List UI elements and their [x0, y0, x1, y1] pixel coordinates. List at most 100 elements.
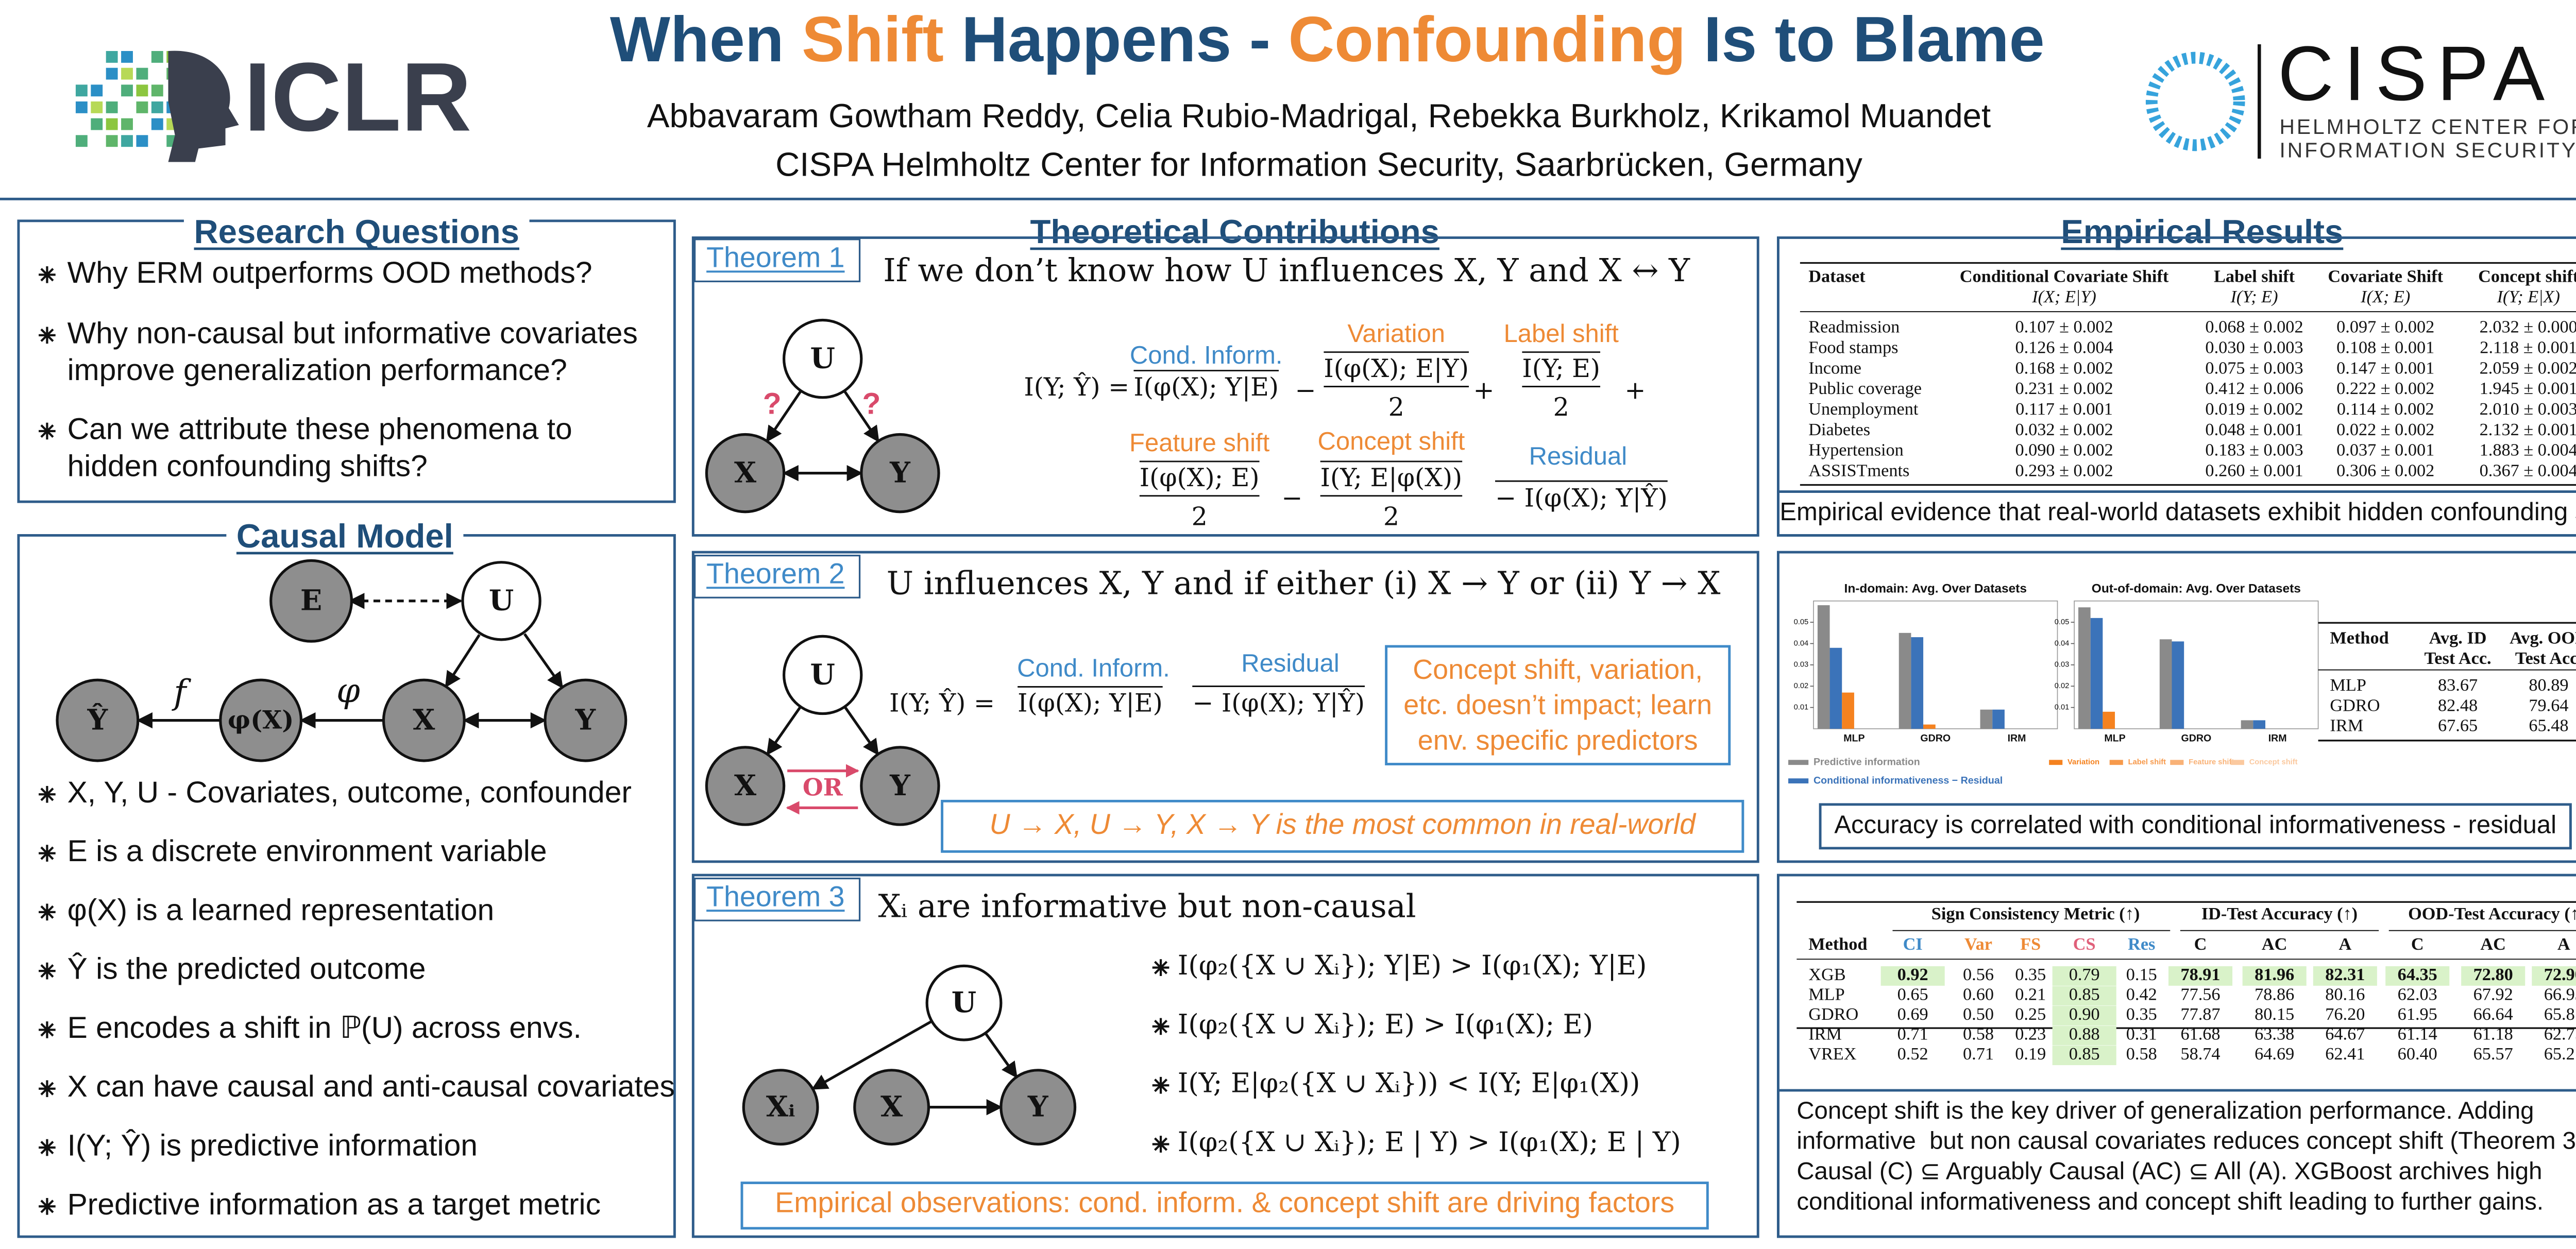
table-cell: 0.030 ± 0.003 — [2205, 338, 2303, 357]
inequality: I(Y; E|φ₂({X ∪ Xᵢ})) < I(Y; E|φ₁(X)) — [1178, 1068, 1640, 1099]
table-cell: 0.048 ± 0.001 — [2205, 420, 2303, 439]
node-label: Y — [889, 456, 911, 490]
formula-term: 2 — [1192, 502, 1208, 531]
table-cell: 1.945 ± 0.001 — [2480, 379, 2576, 398]
cispa-subtitle: HELMHOLTZ CENTER FOR — [2279, 115, 2576, 139]
table-cell: 0.183 ± 0.003 — [2205, 440, 2303, 460]
table-cell: Public coverage — [1808, 379, 1922, 398]
table-cell: 64.67 — [2325, 1024, 2365, 1043]
table-cell: 67.65 — [2438, 716, 2478, 735]
y-tick-label: 0.02 — [2055, 682, 2070, 690]
theorem-tag — [693, 238, 861, 283]
legend-swatch — [1788, 760, 1809, 765]
table-cell: 2.059 ± 0.002 — [2480, 358, 2576, 378]
node-label: X — [734, 456, 756, 490]
node-label: X — [880, 1090, 903, 1124]
table-cell: ASSISTments — [1808, 461, 1909, 481]
question: Can we attribute these phenomena to — [67, 413, 572, 446]
y-tick-label: 0.01 — [2055, 703, 2070, 711]
cispa-subtitle: INFORMATION SECURITY — [2279, 139, 2576, 162]
table-cell: Readmission — [1808, 317, 1900, 337]
bar — [1980, 709, 1993, 729]
table-cell: 72.80 — [2473, 965, 2513, 984]
question-mark: ? — [862, 387, 880, 421]
node — [853, 1069, 930, 1146]
y-tick-label: 0.03 — [1794, 661, 1809, 669]
edge — [984, 1032, 1018, 1079]
table-cell: 0.71 — [1897, 1024, 1928, 1043]
iclr-logo: ICLR — [244, 43, 471, 152]
term-label: Cond. Inform. — [1017, 655, 1170, 682]
node-label: U — [810, 342, 835, 375]
bar — [2103, 711, 2115, 729]
table-cell: 0.25 — [2015, 1004, 2046, 1024]
cell-highlight — [2052, 1025, 2116, 1046]
title-part: Shift — [802, 4, 944, 75]
logo-head — [168, 50, 239, 162]
logo-pixel — [75, 135, 88, 147]
theorem-statement: Xᵢ are informative but non-causal — [878, 887, 1416, 925]
legend-label: Conditional informativeness − Residual — [1814, 775, 2003, 786]
cell-highlight — [2052, 966, 2116, 986]
legend-label: Predictive information — [1814, 756, 1920, 767]
node — [742, 1069, 819, 1146]
table-cell: 2.010 ± 0.003 — [2480, 399, 2576, 419]
title-backdrop — [1020, 213, 1450, 251]
bullet — [1154, 961, 1168, 974]
cell-highlight — [2052, 1046, 2116, 1066]
column-header: Avg. OOD — [2510, 628, 2576, 648]
formula-term: + — [1473, 375, 1494, 405]
column-header: Conditional Covariate Shift — [1960, 267, 2169, 286]
column-header: A — [2338, 934, 2351, 954]
chart-title: Out-of-domain: Avg. Over Datasets — [2092, 581, 2301, 595]
poster-title: When Shift Happens - Confounding Is to B… — [610, 4, 2045, 75]
term-label: Residual — [1529, 442, 1628, 470]
theorem3-panel — [691, 874, 1759, 1238]
cispa-logo: CISPA — [2278, 30, 2555, 116]
table-cell: 61.68 — [2180, 1024, 2220, 1043]
question: improve generalization performance? — [67, 353, 567, 387]
y-tick-label: 0.03 — [2055, 661, 2070, 669]
section-title: Theoretical Contributions — [1030, 213, 1439, 250]
table-cell: MLP — [1808, 984, 1844, 1004]
table-cell: 0.293 ± 0.002 — [2015, 461, 2113, 481]
bullet — [40, 268, 54, 282]
section-title: Causal Model — [236, 517, 453, 555]
caption-line: conditional informativeness and concept … — [1797, 1188, 2544, 1215]
table-cell: 0.21 — [2015, 984, 2046, 1004]
y-tick-label: 0.05 — [1794, 618, 1809, 626]
x-tick-label: IRM — [2268, 733, 2287, 744]
table-cell: 82.31 — [2325, 965, 2365, 984]
bar — [2078, 607, 2091, 729]
logo-pixel — [106, 51, 118, 63]
column-header: AC — [2262, 934, 2287, 954]
table-cell: 0.58 — [2126, 1044, 2157, 1064]
model-item: E is a discrete environment variable — [67, 834, 547, 868]
table-cell: 65.48 — [2529, 716, 2568, 735]
note: Empirical observations: cond. inform. & … — [775, 1187, 1674, 1219]
logo-pixel — [106, 101, 118, 113]
note-box — [740, 1182, 1709, 1230]
affiliation: CISPA Helmholtz Center for Information S… — [775, 146, 1862, 183]
edge — [523, 633, 564, 689]
table-cell: 0.097 ± 0.002 — [2336, 317, 2434, 337]
table-cell: IRM — [2330, 716, 2363, 735]
question-mark: ? — [763, 387, 782, 421]
bullet — [1154, 1019, 1168, 1033]
logo-pixel — [151, 101, 163, 113]
edge-label: φ — [336, 671, 360, 710]
table-cell: 65.57 — [2473, 1044, 2513, 1064]
section-title: Research Questions — [194, 213, 519, 250]
logo-pixel — [106, 135, 118, 147]
node-label: U — [952, 986, 976, 1019]
cell-highlight — [2052, 986, 2116, 1006]
bar — [2253, 720, 2266, 729]
table-cell: 0.068 ± 0.002 — [2205, 317, 2303, 337]
cell-highlight — [1880, 966, 1945, 986]
bar — [1923, 724, 1936, 729]
column-header: Concept shift — [2478, 267, 2576, 286]
cell-highlight — [2168, 966, 2233, 986]
node-label: Ŷ — [87, 703, 109, 737]
column-formula: I(Y; E|X) — [2497, 287, 2560, 306]
